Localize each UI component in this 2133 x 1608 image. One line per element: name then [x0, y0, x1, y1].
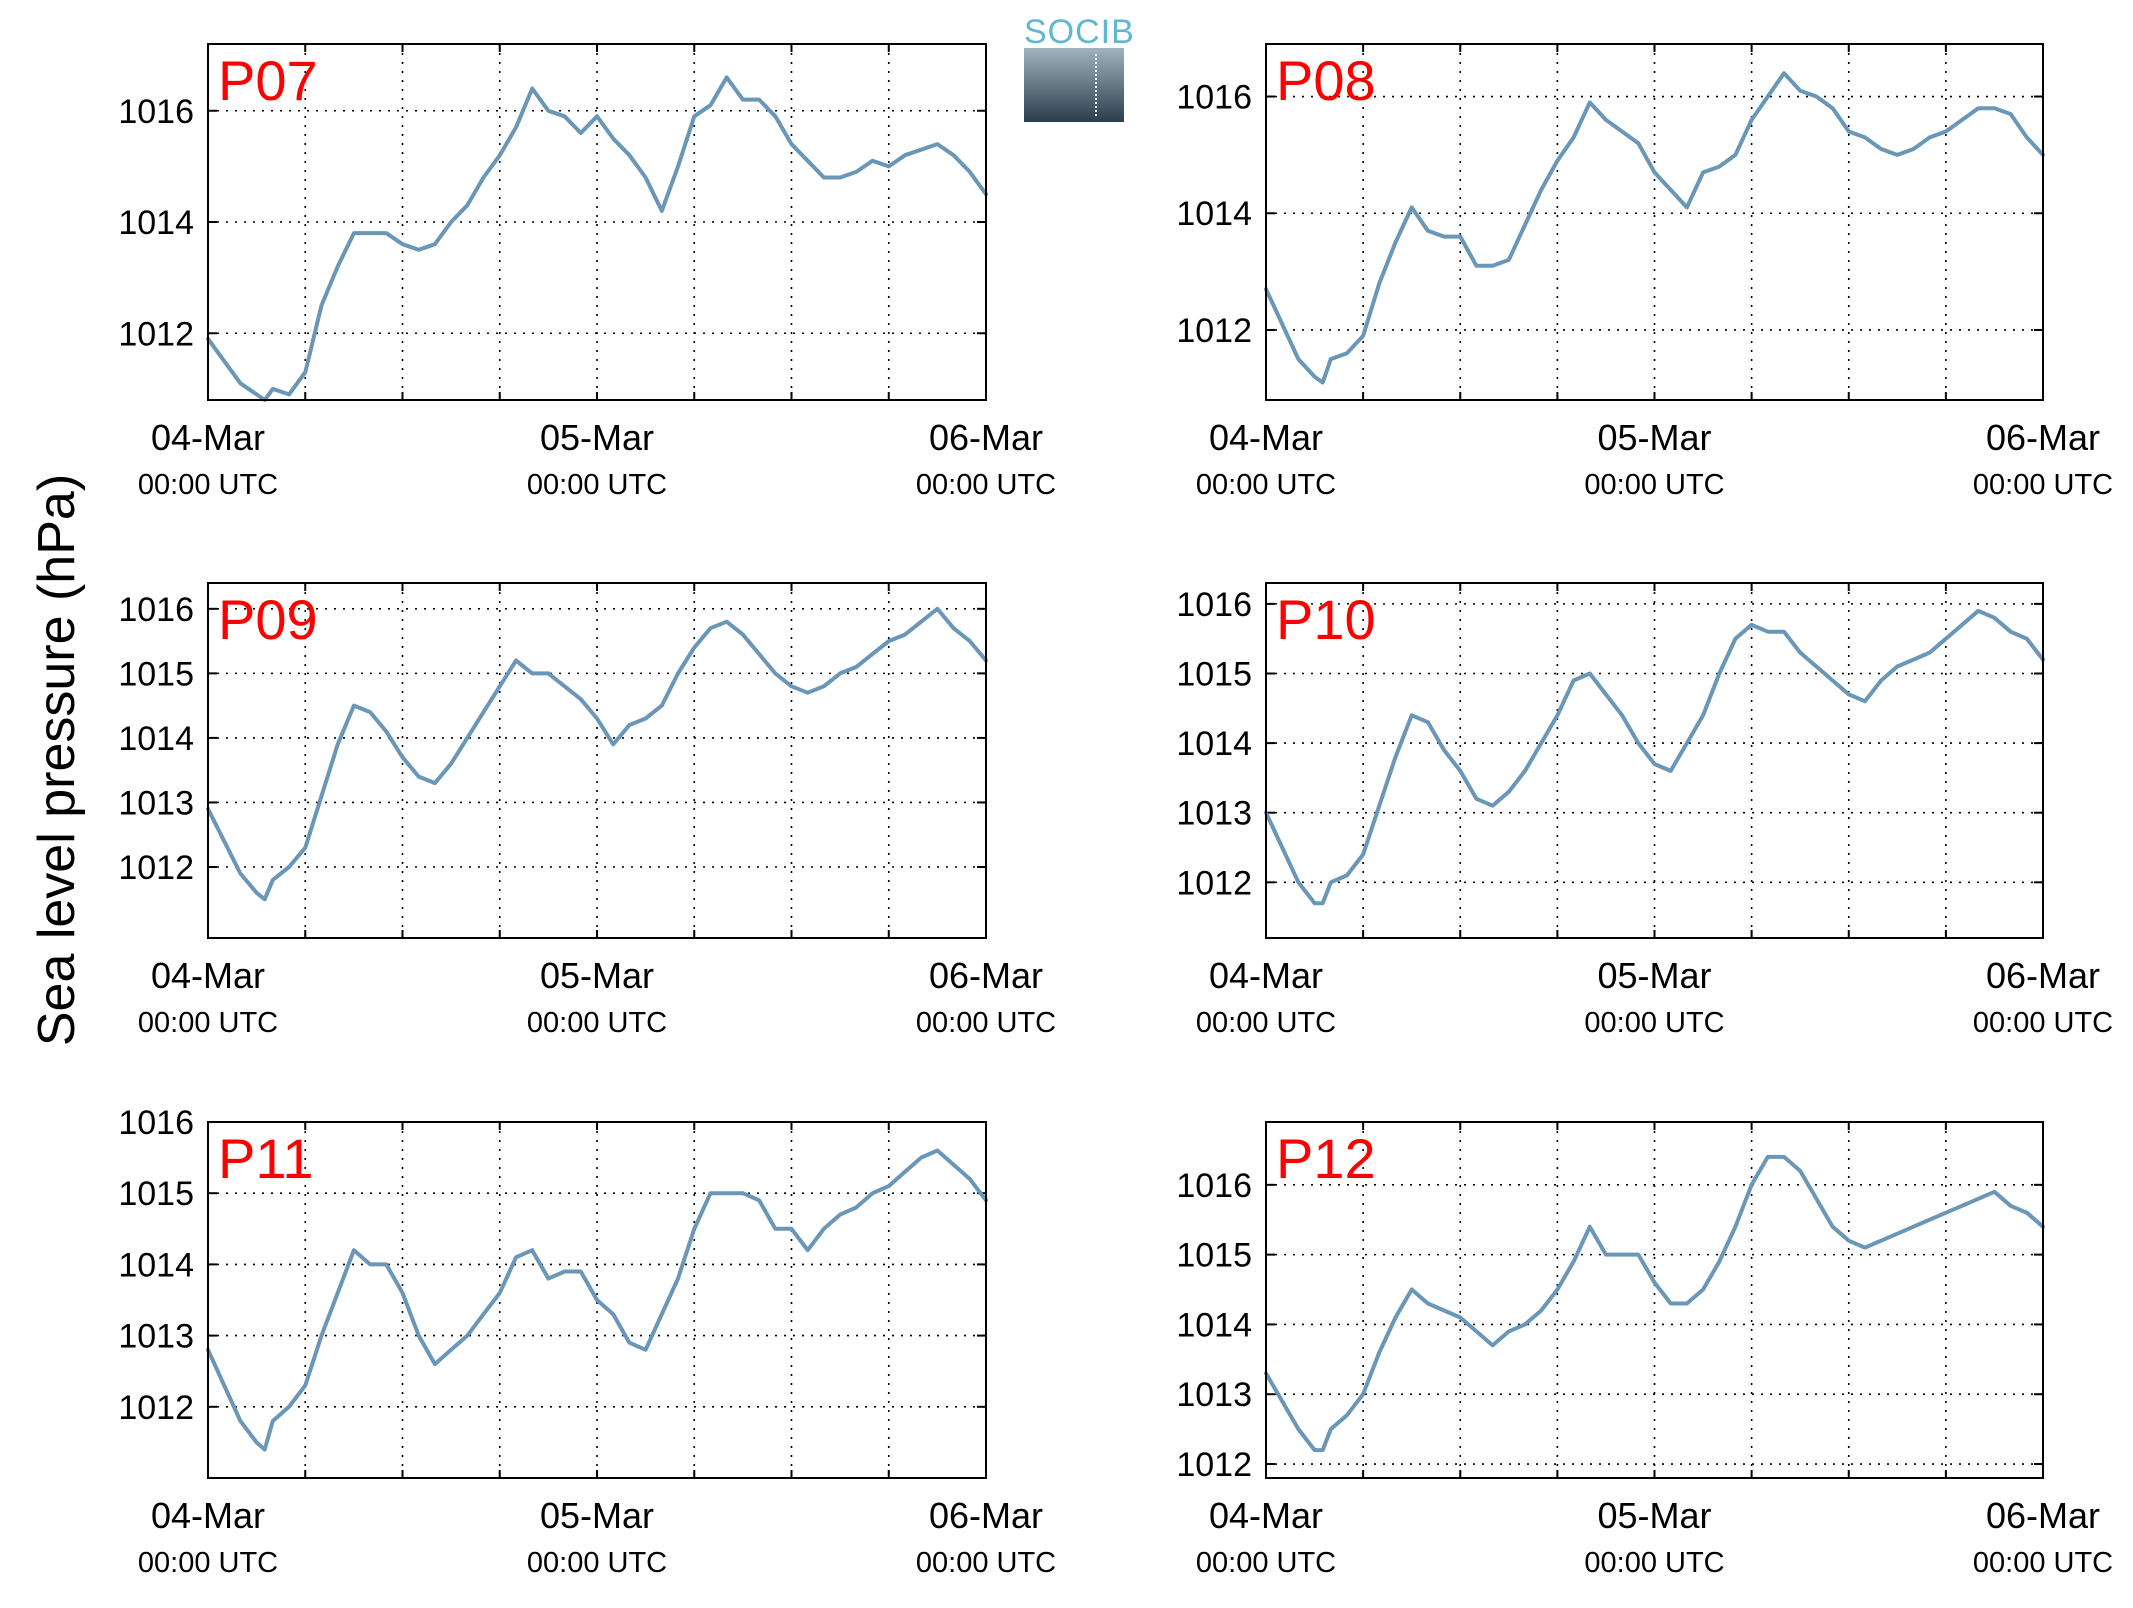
x-tick-sublabel: 00:00 UTC	[1196, 469, 1336, 501]
station-label: P08	[1276, 49, 1376, 112]
x-tick-label: 04-Mar	[151, 1495, 265, 1536]
y-tick-label: 1015	[118, 655, 194, 693]
x-tick-label: 04-Mar	[1209, 1495, 1323, 1536]
x-tick-sublabel: 00:00 UTC	[1973, 469, 2113, 501]
x-tick-sublabel: 00:00 UTC	[1584, 1007, 1724, 1039]
x-tick-sublabel: 00:00 UTC	[527, 1007, 667, 1039]
y-tick-label: 1016	[1176, 586, 1252, 624]
x-tick-label: 05-Mar	[540, 1495, 654, 1536]
y-tick-label: 1016	[118, 93, 194, 131]
station-label: P07	[218, 49, 318, 112]
x-tick-sublabel: 00:00 UTC	[527, 469, 667, 501]
y-tick-label: 1016	[1176, 79, 1252, 117]
x-tick-label: 06-Mar	[1986, 1495, 2100, 1536]
x-tick-label: 06-Mar	[1986, 955, 2100, 996]
station-label: P11	[218, 1127, 313, 1190]
x-tick-label: 05-Mar	[1597, 1495, 1711, 1536]
plot-frame	[207, 43, 987, 401]
y-tick-label: 1016	[118, 1104, 194, 1142]
y-tick-label: 1016	[118, 591, 194, 629]
y-tick-label: 1015	[1176, 655, 1252, 693]
chart-panel-p10: 1012 1013 1014 1015 1016 04-Mar 00:00 UTC 05-Ma…	[1176, 582, 2113, 1039]
y-tick-label: 1014	[1176, 1306, 1252, 1344]
x-tick-label: 06-Mar	[929, 955, 1043, 996]
series-line-p07	[206, 75, 988, 402]
x-tick-sublabel: 00:00 UTC	[138, 1547, 278, 1579]
series-line-p11	[206, 1148, 988, 1452]
y-tick-label: 1012	[118, 849, 194, 887]
y-tick-label: 1013	[1176, 795, 1252, 833]
x-tick-label: 04-Mar	[1209, 417, 1323, 458]
y-tick-label: 1013	[118, 784, 194, 822]
y-tick-label: 1012	[1176, 312, 1252, 350]
x-tick-label: 06-Mar	[929, 1495, 1043, 1536]
plot-frame	[207, 1121, 987, 1479]
x-tick-label: 05-Mar	[1597, 955, 1711, 996]
x-tick-sublabel: 00:00 UTC	[1196, 1547, 1336, 1579]
plot-frame	[1265, 43, 2044, 401]
y-tick-label: 1014	[1176, 195, 1252, 233]
y-tick-label: 1014	[118, 1246, 194, 1284]
logo-icon	[1024, 48, 1124, 122]
x-tick-label: 05-Mar	[1597, 417, 1711, 458]
y-tick-label: 1012	[1176, 864, 1252, 902]
plot-frame	[207, 582, 987, 939]
station-label: P12	[1276, 1127, 1376, 1190]
y-tick-label: 1015	[118, 1175, 194, 1213]
x-tick-label: 05-Mar	[540, 417, 654, 458]
y-tick-label: 1016	[1176, 1167, 1252, 1205]
y-tick-label: 1014	[118, 720, 194, 758]
x-tick-sublabel: 00:00 UTC	[527, 1547, 667, 1579]
series-line-p12	[1264, 1154, 2045, 1453]
x-tick-label: 05-Mar	[540, 955, 654, 996]
x-tick-sublabel: 00:00 UTC	[138, 469, 278, 501]
series-line-p08	[1264, 71, 2045, 385]
series-line-p10	[1264, 608, 2045, 906]
station-label: P09	[218, 588, 318, 651]
chart-panel-p12: 1012 1013 1014 1015 1016 04-Mar 00:00 UTC 05-Ma…	[1176, 1121, 2113, 1579]
chart-panel-p07: 1012 1014 1016 04-Mar 00:00 UTC 05-Mar 00:00 U…	[118, 43, 1056, 501]
y-tick-label: 1014	[118, 204, 194, 242]
x-tick-sublabel: 00:00 UTC	[1973, 1007, 2113, 1039]
station-label: P10	[1276, 588, 1376, 651]
x-tick-sublabel: 00:00 UTC	[916, 1547, 1056, 1579]
plot-frame	[1265, 1121, 2044, 1479]
x-tick-sublabel: 00:00 UTC	[1196, 1007, 1336, 1039]
y-tick-label: 1012	[118, 1389, 194, 1427]
logo-mark	[1095, 54, 1097, 116]
y-tick-label: 1015	[1176, 1237, 1252, 1275]
y-tick-label: 1012	[1176, 1446, 1252, 1484]
chart-panel-p08: 1012 1014 1016 04-Mar 00:00 UTC 05-Mar 00:00 U…	[1176, 43, 2113, 501]
x-tick-label: 04-Mar	[1209, 955, 1323, 996]
y-tick-label: 1014	[1176, 725, 1252, 763]
y-tick-label: 1013	[1176, 1376, 1252, 1414]
x-tick-sublabel: 00:00 UTC	[916, 469, 1056, 501]
x-tick-sublabel: 00:00 UTC	[1973, 1547, 2113, 1579]
y-tick-label: 1013	[118, 1318, 194, 1356]
x-tick-label: 04-Mar	[151, 417, 265, 458]
x-tick-sublabel: 00:00 UTC	[1584, 469, 1724, 501]
socib-logo: SOCIB	[1024, 13, 1135, 122]
chart-panel-p09: 1012 1013 1014 1015 1016 04-Mar 00:00 UTC 05-Ma…	[118, 582, 1056, 1039]
chart-panel-p11: 1012 1013 1014 1015 1016 04-Mar 00:00 UTC 05-Ma…	[118, 1104, 1056, 1579]
plot-frame	[1265, 582, 2044, 939]
x-tick-label: 04-Mar	[151, 955, 265, 996]
x-tick-sublabel: 00:00 UTC	[138, 1007, 278, 1039]
x-tick-label: 06-Mar	[1986, 417, 2100, 458]
series-line-p09	[206, 606, 988, 902]
logo-text: SOCIB	[1024, 13, 1135, 51]
y-tick-label: 1012	[118, 315, 194, 353]
x-tick-sublabel: 00:00 UTC	[1584, 1547, 1724, 1579]
x-tick-label: 06-Mar	[929, 417, 1043, 458]
x-tick-sublabel: 00:00 UTC	[916, 1007, 1056, 1039]
